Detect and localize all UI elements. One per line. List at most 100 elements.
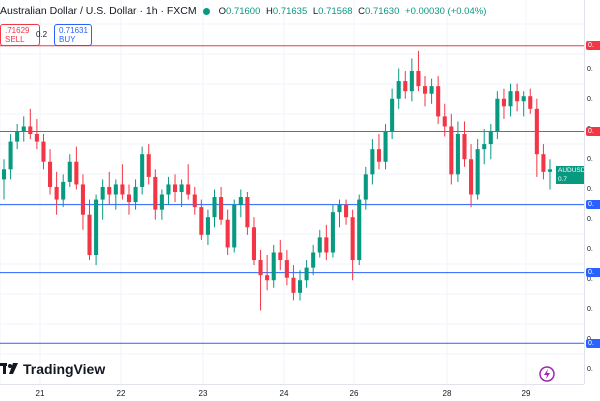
close-value: 0.71630 [365,5,400,17]
candle [330,204,335,258]
candle [61,174,66,208]
symbol-price-name: AUDUSD [558,167,586,174]
candle [390,88,395,140]
candle [192,186,197,215]
candle [501,88,506,119]
time-tick-label: 24 [279,389,289,398]
buy-button[interactable]: 0.71631 BUY [54,24,92,46]
candle-body [515,91,520,102]
candle-body [133,186,138,203]
candle [429,78,434,104]
candle-body [113,184,118,195]
candle-body [100,186,105,200]
candle [80,174,85,230]
ohlc-readout: O0.71600 H0.71635 L0.71568 C0.71630 +0.0… [219,6,490,17]
candle [251,217,257,266]
price-tick-label: 0. [587,96,593,103]
candle [87,199,92,261]
symbol-price-value: 0.7 [558,176,568,183]
candle [508,83,513,117]
candle-body [534,108,539,155]
candle [297,270,303,301]
candle [541,144,546,180]
price-tick-label: 0. [587,306,593,313]
candle-body [482,144,487,150]
candle-body [311,252,316,268]
open-value: 0.71600 [226,5,261,17]
candle [126,184,132,215]
open-key: O [218,5,227,17]
candle-body [521,96,526,102]
sell-price: .71629 [5,26,30,35]
candle-body [219,197,224,220]
candle-body [67,161,72,182]
time-tick-label: 22 [116,389,126,398]
price-tick-label: 0. [587,186,593,193]
candle [100,179,105,220]
symbol-title[interactable]: Australian Dollar / U.S. Dollar · 1h · F… [0,5,197,17]
candle-body [284,260,289,278]
candle [265,255,270,291]
candle-body [251,227,257,261]
candle-body [409,71,414,92]
axis-corner [584,384,600,400]
level-price-label: 0. [586,127,600,136]
candle-body [153,176,158,210]
candle-body [508,91,513,107]
high-value: 0.71635 [272,5,308,17]
candle [357,194,362,266]
sell-button[interactable]: .71629 SELL [0,24,40,46]
candle-body [192,194,197,208]
candle-body [15,131,20,142]
candle-body [205,217,210,235]
candle [186,164,191,200]
candle-body [225,219,230,248]
candle [48,149,53,195]
candle [422,76,428,107]
candle-body [34,134,39,142]
candle-body [41,141,46,162]
candle [409,58,414,102]
buy-label: BUY [59,35,76,44]
candle [107,171,112,205]
candle [528,88,533,114]
price-tick-label: 0. [587,246,593,253]
buy-price: 0.71631 [59,26,88,35]
chart-area[interactable]: Australian Dollar / U.S. Dollar · 1h · F… [0,0,586,384]
brand-name: TradingView [23,361,106,377]
candle [534,98,539,177]
candle [416,50,421,92]
tradingview-icon [0,363,18,374]
level-price-label: 0. [586,338,600,348]
candle [278,239,283,271]
low-value: 0.71568 [318,5,353,17]
candle-body [297,280,303,293]
candle [179,179,184,208]
candle [225,209,230,256]
candle-body [80,184,85,215]
tradingview-logo[interactable]: TradingView [0,361,105,377]
candle [449,113,454,185]
candle-body [449,126,454,175]
candle [133,179,138,210]
time-tick-label: 21 [35,389,45,398]
candle [547,159,553,190]
candlestick-chart[interactable] [0,0,584,384]
low-key: L [312,5,319,17]
candle [383,123,388,170]
price-axis[interactable]: 0.0.0.0.0.0.0.0.0.0.0.0.0.0.0.0. [584,0,600,384]
candle-body [291,277,296,293]
candle-body [245,197,250,228]
candle-body [528,96,533,109]
candle [172,174,178,203]
candle [54,171,59,215]
candle [304,260,309,288]
candle [284,249,289,286]
candle-body [541,154,546,172]
candle [350,209,355,281]
candle-body [186,184,191,195]
time-axis[interactable]: 21 22 23 24 26 28 29 [0,384,584,401]
candle-body [436,86,441,117]
lightning-icon[interactable] [539,366,555,382]
candle [311,244,316,276]
